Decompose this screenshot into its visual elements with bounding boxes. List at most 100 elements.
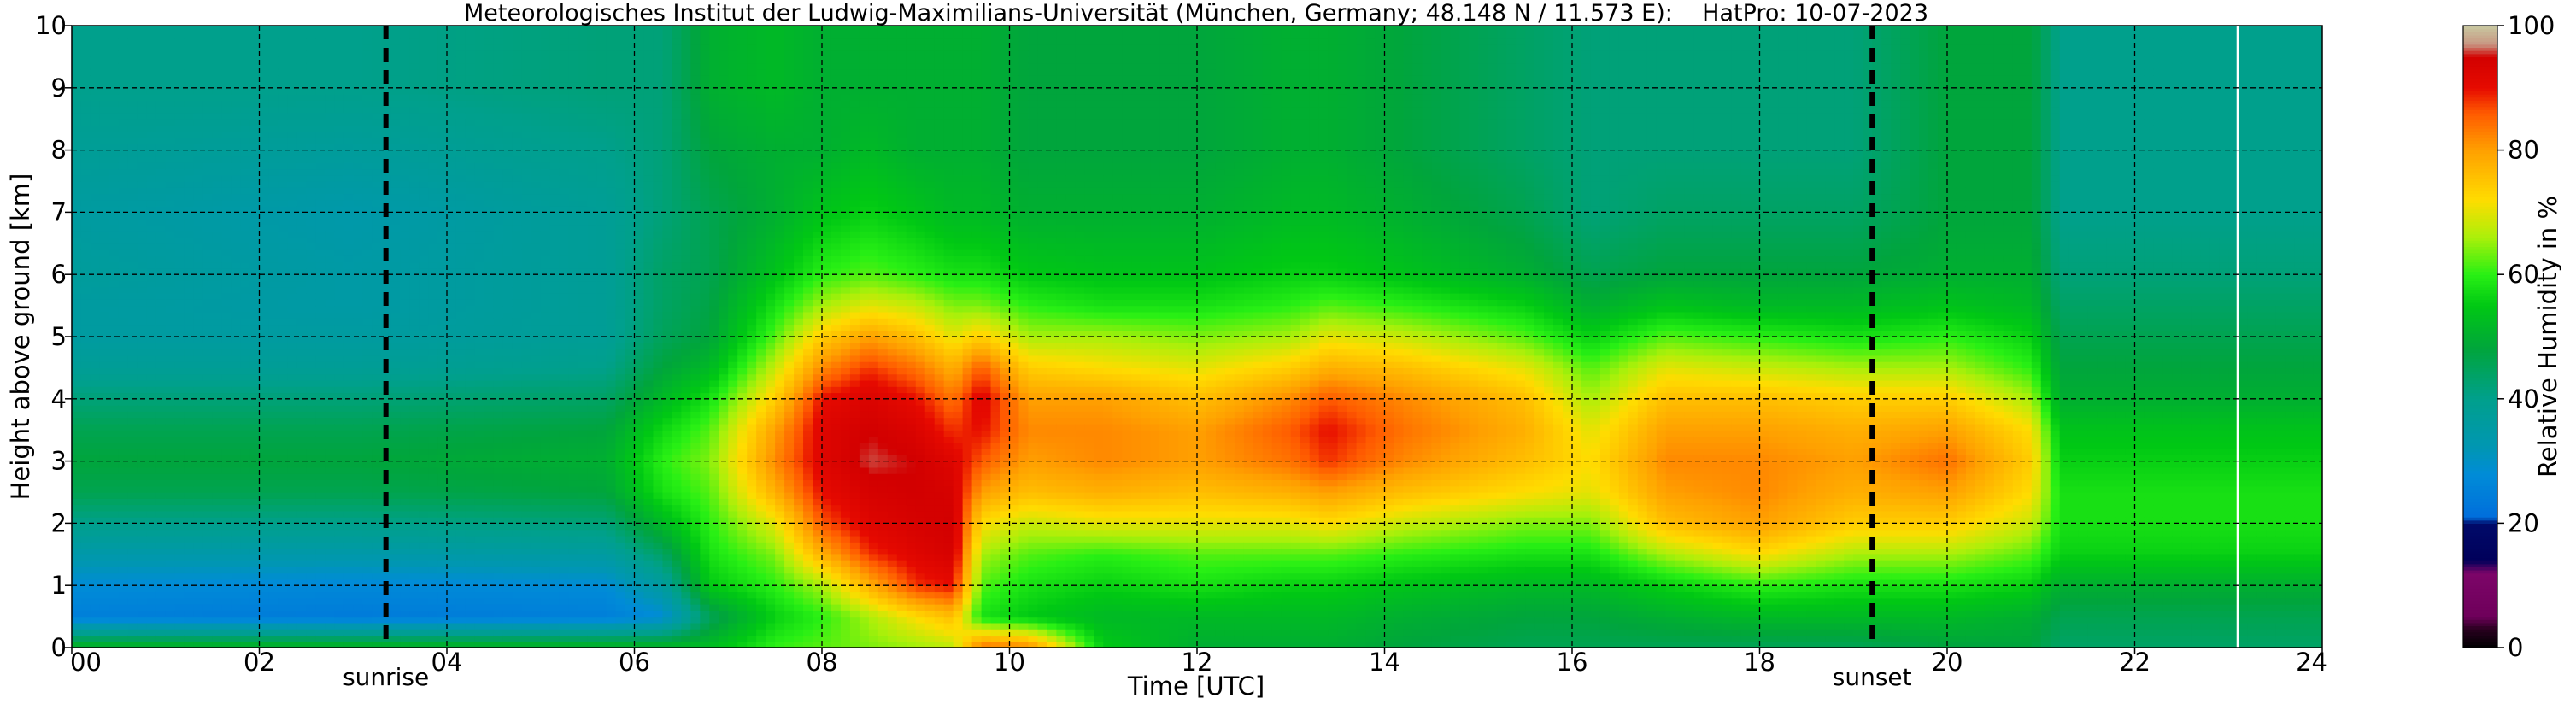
heatmap-cell [100, 629, 110, 636]
heatmap-cell [466, 405, 476, 412]
heatmap-cell [362, 312, 373, 319]
heatmap-cell [166, 88, 176, 95]
heatmap-cell [194, 430, 204, 437]
heatmap-cell [296, 181, 307, 188]
heatmap-cell [522, 549, 532, 555]
heatmap-cell [428, 125, 438, 132]
heatmap-cell [175, 44, 185, 51]
heatmap-cell [241, 411, 251, 418]
heatmap-cell [390, 175, 401, 182]
heatmap-cell [100, 467, 110, 474]
heatmap-cell [203, 554, 214, 561]
heatmap-cell [100, 113, 110, 120]
heatmap-cell [278, 125, 288, 132]
heatmap-cell [428, 181, 438, 188]
heatmap-cell [409, 69, 420, 76]
heatmap-cell [325, 380, 335, 387]
heatmap-cell [194, 536, 204, 543]
heatmap-cell [100, 610, 110, 617]
heatmap-cell [166, 32, 176, 38]
heatmap-cell [241, 44, 251, 51]
heatmap-cell [437, 473, 448, 480]
heatmap-cell [325, 38, 335, 45]
heatmap-cell [203, 443, 214, 449]
heatmap-cell [362, 479, 373, 486]
heatmap-cell [119, 374, 129, 381]
heatmap-cell [241, 367, 251, 374]
heatmap-cell [166, 405, 176, 412]
heatmap-cell [409, 26, 420, 32]
heatmap-cell [128, 635, 138, 642]
heatmap-cell [268, 449, 279, 455]
heatmap-cell [147, 187, 157, 194]
heatmap-cell [147, 56, 157, 63]
heatmap-cell [315, 530, 326, 537]
heatmap-cell [222, 225, 232, 232]
heatmap-cell [268, 107, 279, 114]
heatmap-cell [513, 324, 523, 331]
heatmap-cell [531, 436, 542, 443]
heatmap-cell [287, 530, 297, 537]
heatmap-cell [138, 168, 148, 175]
heatmap-cell [522, 343, 532, 349]
heatmap-cell [194, 449, 204, 455]
heatmap-cell [268, 194, 279, 201]
heatmap-cell [222, 617, 232, 624]
heatmap-cell [409, 405, 420, 412]
heatmap-cell [213, 610, 223, 617]
heatmap-cell [419, 255, 429, 262]
heatmap-cell [513, 635, 523, 642]
heatmap-cell [222, 243, 232, 250]
heatmap-cell [296, 119, 307, 126]
heatmap-cell [343, 386, 354, 393]
heatmap-cell [475, 274, 485, 281]
heatmap-cell [437, 523, 448, 530]
heatmap-cell [334, 343, 344, 349]
heatmap-cell [147, 623, 157, 630]
heatmap-cell [503, 380, 513, 387]
heatmap-cell [175, 274, 185, 281]
heatmap-cell [72, 411, 82, 418]
heatmap-cell [91, 262, 101, 269]
heatmap-cell [213, 125, 223, 132]
heatmap-cell [343, 194, 354, 201]
heatmap-cell [362, 623, 373, 630]
heatmap-cell [372, 262, 382, 269]
heatmap-cell [334, 243, 344, 250]
heatmap-cell [296, 467, 307, 474]
heatmap-cell [91, 69, 101, 76]
heatmap-cell [128, 486, 138, 493]
heatmap-cell [362, 461, 373, 468]
heatmap-cell [513, 219, 523, 226]
heatmap-cell [353, 343, 363, 349]
heatmap-cell [484, 306, 495, 313]
heatmap-cell [138, 94, 148, 101]
heatmap-cell [296, 623, 307, 630]
heatmap-cell [400, 299, 410, 306]
heatmap-cell [222, 44, 232, 51]
heatmap-cell [362, 617, 373, 624]
heatmap-cell [156, 287, 167, 294]
heatmap-cell [419, 443, 429, 449]
heatmap-cell [437, 175, 448, 182]
heatmap-cell [372, 530, 382, 537]
heatmap-cell [325, 107, 335, 114]
heatmap-cell [503, 243, 513, 250]
heatmap-cell [287, 299, 297, 306]
heatmap-cell [334, 411, 344, 418]
heatmap-cell [72, 591, 82, 598]
heatmap-cell [437, 56, 448, 63]
heatmap-cell [419, 530, 429, 537]
heatmap-cell [484, 50, 495, 57]
heatmap-cell [456, 405, 466, 412]
heatmap-cell [91, 26, 101, 32]
heatmap-cell [447, 212, 457, 219]
heatmap-cell [353, 461, 363, 468]
heatmap-cell [475, 238, 485, 244]
heatmap-cell [175, 374, 185, 381]
heatmap-cell [325, 536, 335, 543]
heatmap-cell [400, 181, 410, 188]
heatmap-cell [278, 138, 288, 144]
heatmap-cell [91, 125, 101, 132]
heatmap-cell [475, 125, 485, 132]
